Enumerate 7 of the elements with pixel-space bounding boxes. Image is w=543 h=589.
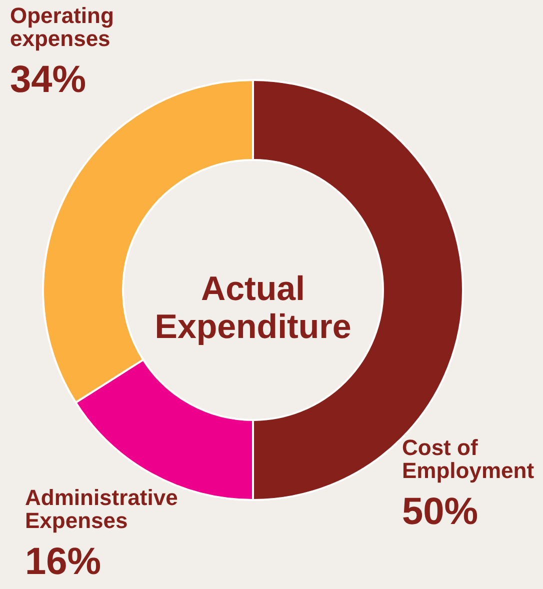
slice-label: Cost of Employment xyxy=(402,435,535,483)
data-label: 16% xyxy=(25,541,102,583)
data-label: 34% xyxy=(10,59,86,101)
slice-label: Administrative Expenses xyxy=(25,485,178,533)
text: Actual Expenditure xyxy=(154,270,352,346)
data-label: 50% xyxy=(402,491,478,533)
slice-label: Operating expenses xyxy=(10,3,114,51)
